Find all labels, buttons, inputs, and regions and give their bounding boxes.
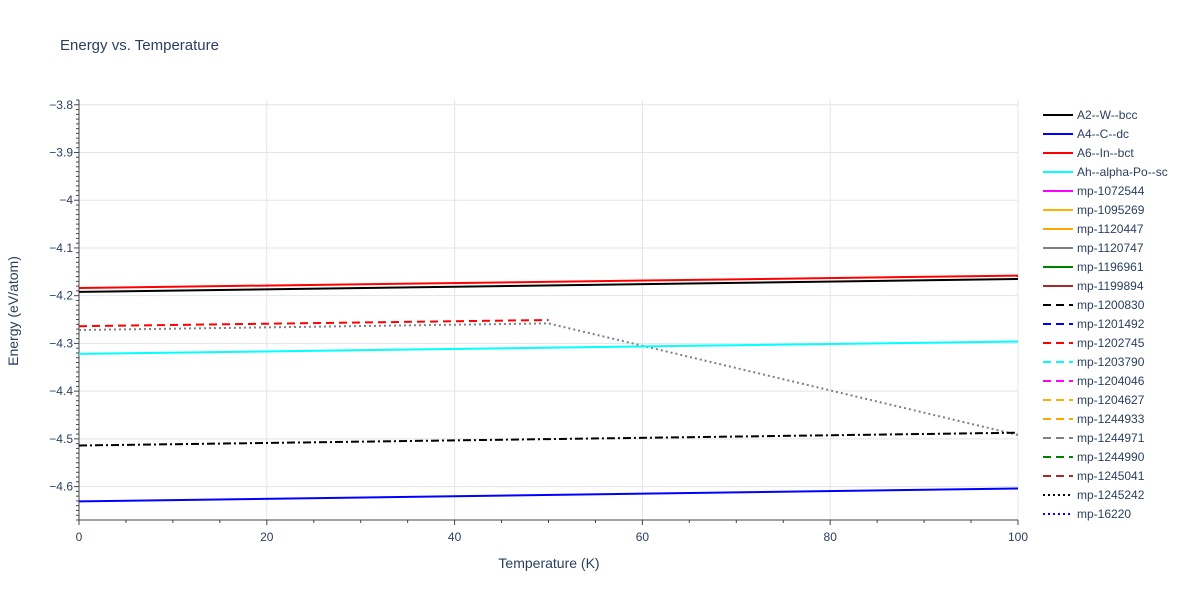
legend-item[interactable]: A4--C--dc xyxy=(1043,127,1129,141)
legend-item[interactable]: mp-1199894 xyxy=(1043,279,1144,293)
y-tick-label: −4.1 xyxy=(49,241,73,255)
legend-item[interactable]: mp-1244971 xyxy=(1043,431,1145,445)
legend-label: mp-1196961 xyxy=(1077,260,1144,274)
legend-item[interactable]: mp-1204627 xyxy=(1043,393,1145,407)
legend-item[interactable]: mp-1200830 xyxy=(1043,298,1145,312)
x-axis-title: Temperature (K) xyxy=(498,555,599,571)
legend-label: mp-16220 xyxy=(1077,507,1131,521)
legend-label: mp-1120447 xyxy=(1077,222,1144,236)
legend-label: mp-1244933 xyxy=(1077,412,1145,426)
axes: 0 20 40 60 80 100 −3.8 −3.9 −4 −4.1 −4.2 −4.3 −4.4 −4… xyxy=(49,98,1028,544)
series-line-ah-alpha-po-sc xyxy=(78,340,1019,355)
x-tick-label: 60 xyxy=(636,530,650,544)
legend-label: mp-1204627 xyxy=(1077,393,1145,407)
legend-label: A4--C--dc xyxy=(1077,127,1129,141)
series-lines xyxy=(78,274,1019,503)
legend-label: mp-1245041 xyxy=(1077,469,1145,483)
legend-item[interactable]: mp-1204046 xyxy=(1043,374,1145,388)
x-tick-label: 40 xyxy=(448,530,462,544)
legend-label: mp-1245242 xyxy=(1077,488,1145,502)
series-line-unlisted xyxy=(78,322,1019,436)
legend-item[interactable]: mp-1202745 xyxy=(1043,336,1145,350)
legend-label: mp-1199894 xyxy=(1077,279,1144,293)
legend-item[interactable]: A2--W--bcc xyxy=(1043,108,1137,122)
legend-item[interactable]: mp-1244990 xyxy=(1043,450,1145,464)
legend-label: A6--In--bct xyxy=(1077,146,1134,160)
series-line-a6-in-bct xyxy=(78,274,1019,289)
legend-label: mp-1200830 xyxy=(1077,298,1145,312)
legend-label: mp-1201492 xyxy=(1077,317,1145,331)
legend-item[interactable]: mp-1120747 xyxy=(1043,241,1144,255)
x-tick-label: 100 xyxy=(1008,530,1028,544)
legend-label: Ah--alpha-Po--sc xyxy=(1077,165,1168,179)
legend-label: mp-1202745 xyxy=(1077,336,1145,350)
legend-label: mp-1203790 xyxy=(1077,355,1145,369)
y-tick-label: −4.3 xyxy=(49,336,73,350)
y-axis-title: Energy (eV/atom) xyxy=(5,256,21,366)
legend-item[interactable]: mp-1244933 xyxy=(1043,412,1145,426)
legend-label: mp-1244990 xyxy=(1077,450,1145,464)
legend-label: mp-1095269 xyxy=(1077,203,1145,217)
legend-item[interactable]: mp-16220 xyxy=(1043,507,1131,521)
y-tick-label: −3.8 xyxy=(49,98,73,112)
legend-item[interactable]: mp-1072544 xyxy=(1043,184,1145,198)
y-tick-label: −4.4 xyxy=(49,384,73,398)
legend-label: A2--W--bcc xyxy=(1077,108,1137,122)
x-tick-label: 20 xyxy=(260,530,274,544)
legend-item[interactable]: A6--In--bct xyxy=(1043,146,1134,160)
series-line-a2-w-bcc xyxy=(78,278,1019,293)
series-line-unlisted xyxy=(78,431,1019,447)
legend-label: mp-1072544 xyxy=(1077,184,1145,198)
y-tick-label: −4.6 xyxy=(49,480,73,494)
y-tick-label: −4.5 xyxy=(49,432,73,446)
legend-item[interactable]: mp-1095269 xyxy=(1043,203,1145,217)
series-line-mp-1202745 xyxy=(78,319,549,328)
legend-label: mp-1204046 xyxy=(1077,374,1145,388)
legend-item[interactable]: mp-1245242 xyxy=(1043,488,1145,502)
legend-item[interactable]: mp-1245041 xyxy=(1043,469,1145,483)
legend-item[interactable]: Ah--alpha-Po--sc xyxy=(1043,165,1168,179)
y-tick-label: −4.2 xyxy=(49,289,73,303)
y-tick-label: −3.9 xyxy=(49,146,73,160)
legend-label: mp-1120747 xyxy=(1077,241,1144,255)
legend-label: mp-1244971 xyxy=(1077,431,1145,445)
grid-lines xyxy=(79,100,1019,520)
legend-item[interactable]: mp-1201492 xyxy=(1043,317,1145,331)
series-line-a4-c-dc xyxy=(78,487,1019,503)
legend-item[interactable]: mp-1120447 xyxy=(1043,222,1144,236)
x-tick-label: 80 xyxy=(824,530,838,544)
legend[interactable]: A2--W--bcc A4--C--dc A6--In--bct Ah--alpha-… xyxy=(1043,108,1168,521)
legend-item[interactable]: mp-1196961 xyxy=(1043,260,1144,274)
chart-title: Energy vs. Temperature xyxy=(60,37,219,54)
x-tick-label: 0 xyxy=(76,530,83,544)
y-tick-label: −4 xyxy=(59,193,73,207)
legend-item[interactable]: mp-1203790 xyxy=(1043,355,1145,369)
